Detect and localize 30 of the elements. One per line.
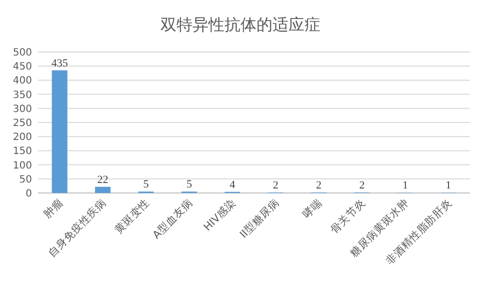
y-tick-label: 400 — [12, 76, 32, 87]
y-tick-label: 450 — [12, 62, 32, 73]
y-tick-label: 150 — [12, 146, 32, 158]
y-tick-label: 100 — [12, 160, 32, 172]
x-tick-label: 哮喘 — [300, 196, 325, 221]
y-tick-label: 50 — [19, 174, 32, 186]
y-tick-label: 0 — [26, 188, 32, 200]
data-label: 22 — [97, 174, 108, 186]
data-label: 5 — [143, 178, 150, 191]
data-label: 5 — [186, 178, 192, 191]
y-tick-label: 250 — [12, 118, 32, 129]
x-tick-label: A型血友病 — [150, 196, 196, 242]
data-label: 1 — [402, 180, 408, 192]
bar — [95, 186, 111, 193]
chart-title: 双特异性抗体的适应症 — [160, 15, 320, 34]
y-tick-label: 500 — [12, 48, 32, 58]
x-tick-label: 黄斑变性 — [112, 196, 152, 236]
bar — [52, 70, 68, 193]
data-label: 2 — [316, 179, 322, 192]
data-label: 4 — [230, 178, 236, 191]
data-label: 1 — [446, 180, 452, 192]
y-tick-label: 200 — [12, 132, 32, 144]
data-label: 2 — [359, 179, 365, 192]
x-tick-label: HIV感染 — [200, 196, 239, 234]
y-tick-label: 300 — [12, 104, 32, 115]
y-tick-label: 350 — [12, 90, 32, 101]
data-label: 435 — [51, 57, 68, 70]
data-label: 2 — [272, 179, 278, 192]
x-tick-label: 肿瘤 — [40, 196, 66, 221]
x-tick-label: II型糖尿病 — [237, 196, 282, 241]
